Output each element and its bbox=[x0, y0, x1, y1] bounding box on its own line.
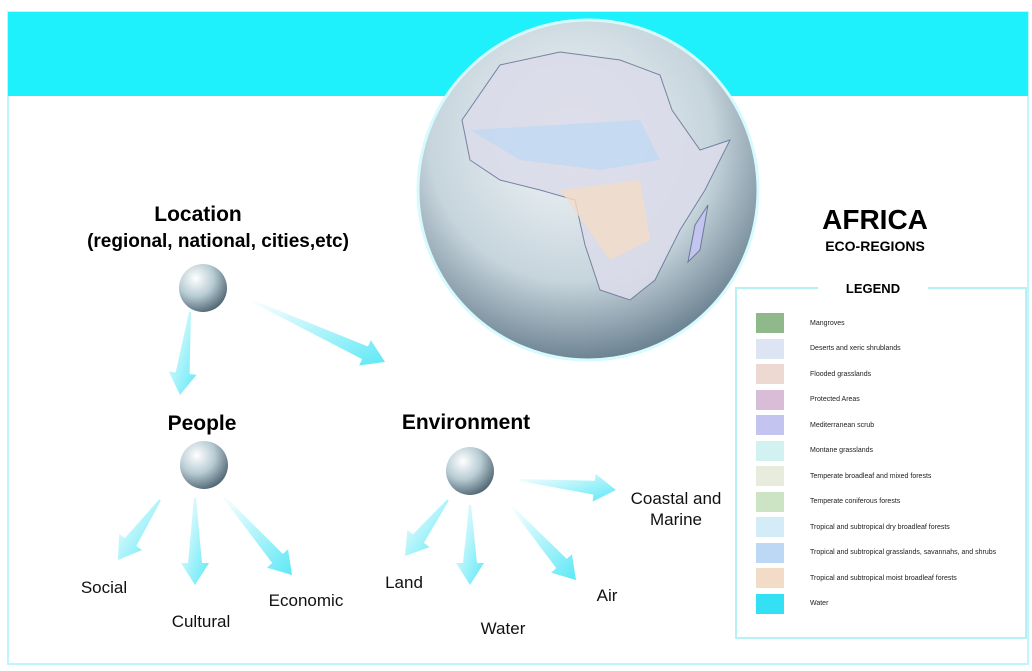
legend-item: Tropical and subtropical dry broadleaf f… bbox=[756, 516, 950, 538]
legend-label: Tropical and subtropical dry broadleaf f… bbox=[810, 523, 950, 531]
legend-label: Protected Areas bbox=[810, 396, 860, 403]
legend-swatch bbox=[756, 338, 784, 359]
legend-item: Montane grasslands bbox=[756, 440, 873, 462]
legend-item: Temperate broadleaf and mixed forests bbox=[756, 465, 931, 487]
legend-swatch bbox=[756, 517, 784, 537]
legend-item: Flooded grasslands bbox=[756, 363, 871, 385]
legend-label: Temperate coniferous forests bbox=[810, 498, 901, 505]
leaf-label: Air bbox=[596, 586, 618, 605]
legend-label: Temperate broadleaf and mixed forests bbox=[810, 472, 932, 480]
legend-title-bg bbox=[818, 278, 928, 298]
arrow bbox=[118, 499, 161, 560]
legend-swatch bbox=[756, 491, 784, 512]
legend-item: Tropical and subtropical moist broadleaf… bbox=[756, 567, 957, 589]
map-region bbox=[560, 180, 650, 260]
legend-swatch bbox=[756, 542, 784, 563]
legend-label: Montane grasslands bbox=[810, 447, 874, 454]
legend-item: Deserts and xeric shrublands bbox=[756, 338, 901, 360]
legend-box bbox=[735, 287, 1027, 639]
leaf-label: Land bbox=[385, 573, 423, 592]
node-detail: (regional, national, cities,etc) bbox=[87, 231, 349, 252]
legend-item: Temperate coniferous forests bbox=[756, 491, 900, 513]
legend-swatch bbox=[756, 389, 784, 410]
title: AFRICA bbox=[822, 204, 928, 235]
legend-label: Tropical and subtropical moist broadleaf… bbox=[810, 574, 957, 582]
map-region bbox=[470, 120, 660, 170]
legend: Mangroves Deserts and xeric shrublands Flo… bbox=[736, 288, 1026, 638]
node-sphere bbox=[446, 447, 494, 495]
arrow bbox=[221, 494, 292, 575]
legend-label: Flooded grasslands bbox=[810, 370, 872, 378]
legend-title: LEGEND bbox=[845, 281, 901, 296]
legend-item: Water bbox=[756, 593, 828, 615]
node-sphere bbox=[180, 441, 228, 489]
arrow bbox=[168, 311, 197, 395]
node-sphere bbox=[179, 264, 227, 312]
legend-swatch bbox=[756, 568, 784, 588]
legend-label: Tropical and subtropical grasslands, sav… bbox=[810, 549, 997, 556]
leaf-label: Social bbox=[80, 578, 128, 597]
node-label: Environment bbox=[401, 411, 531, 434]
legend-label: Mangroves bbox=[810, 319, 845, 327]
legend-label: Water bbox=[810, 600, 829, 607]
arrow bbox=[181, 498, 209, 585]
africa-map bbox=[461, 51, 731, 301]
legend-swatch bbox=[756, 364, 784, 384]
legend-swatch bbox=[756, 466, 784, 486]
leaf-label: Water bbox=[480, 619, 526, 638]
legend-label: Mediterranean scrub bbox=[810, 421, 875, 429]
arrow bbox=[509, 504, 576, 580]
legend-swatch bbox=[756, 313, 784, 333]
arrow bbox=[405, 499, 449, 556]
legend-item: Mediterranean scrub bbox=[756, 414, 874, 436]
leaf-label: Cultural bbox=[171, 612, 231, 631]
legend-swatch bbox=[756, 440, 784, 461]
legend-item: Protected Areas bbox=[756, 389, 860, 411]
node-label: People bbox=[167, 412, 237, 435]
leaf-label: Economic bbox=[268, 591, 344, 610]
legend-item: Tropical and subtropical grasslands, sav… bbox=[756, 542, 996, 564]
arrow bbox=[519, 473, 616, 502]
node-label: Location bbox=[154, 203, 242, 226]
madagascar bbox=[687, 204, 709, 264]
legend-swatch bbox=[756, 415, 784, 435]
arrow bbox=[456, 505, 484, 585]
legend-item: Mangroves bbox=[756, 312, 845, 334]
leaf-label: Coastal and Marine bbox=[630, 489, 722, 529]
arrow bbox=[249, 299, 385, 366]
legend-swatch bbox=[756, 593, 784, 614]
legend-label: Deserts and xeric shrublands bbox=[810, 345, 901, 352]
subtitle: ECO-REGIONS bbox=[825, 238, 925, 254]
